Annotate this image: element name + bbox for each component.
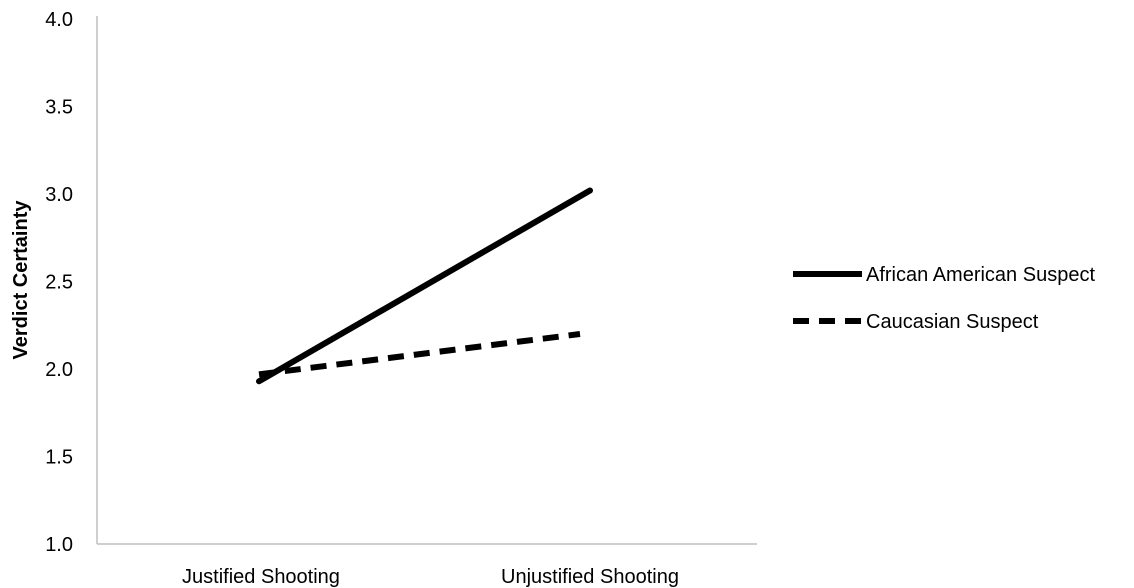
y-tick-label: 3.5 [45, 97, 73, 119]
legend-label: Caucasian Suspect [866, 311, 1039, 333]
y-tick-label: 1.0 [45, 534, 73, 556]
x-category-label: Justified Shooting [182, 566, 340, 588]
y-tick-label: 4.0 [45, 9, 73, 31]
y-tick-label: 2.0 [45, 359, 73, 381]
y-tick-label: 2.5 [45, 272, 73, 294]
legend-label: African American Suspect [866, 264, 1095, 286]
x-tick-labels: Justified Shooting Unjustified Shooting [182, 566, 679, 588]
y-tick-label: 1.5 [45, 447, 73, 469]
y-tick-labels: 1.0 1.5 2.0 2.5 3.0 3.5 4.0 [45, 9, 73, 556]
series-line-african-american-suspect [256, 187, 593, 385]
axes [96, 16, 757, 545]
y-tick-label: 3.0 [45, 184, 73, 206]
x-category-label: Unjustified Shooting [501, 566, 679, 588]
series-line-caucasian-suspect [258, 331, 581, 378]
series-lines [256, 187, 593, 385]
y-axis-title: Verdict Certainty [10, 200, 32, 360]
legend: African American Suspect Caucasian Suspec… [793, 264, 1095, 333]
